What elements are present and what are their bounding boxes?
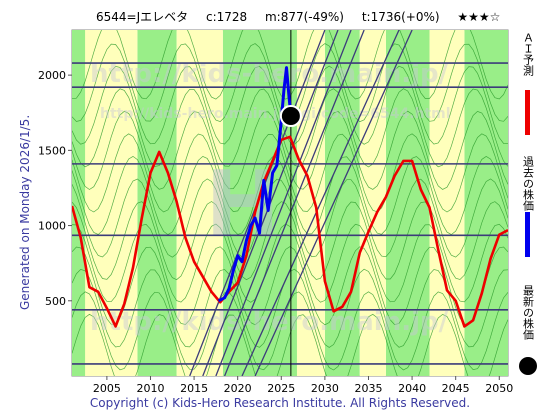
ticker-label: 6544=Jエレベタ	[96, 10, 189, 24]
legend-ai-label: ＡＩ予測	[522, 32, 535, 77]
current-price: c:1728	[205, 10, 248, 24]
x-tick-label: 2015	[180, 382, 208, 395]
x-tick-label: 2030	[311, 382, 339, 395]
x-tick-label: 2005	[93, 382, 121, 395]
chart-header: 6544=Jエレベタ c:1728 m:877(-49%) t:1736(+0%…	[96, 8, 514, 25]
legend-latest-label: 最新の株価	[522, 285, 535, 340]
x-tick-label: 2035	[354, 382, 382, 395]
band-guide-line	[72, 110, 508, 190]
x-tick-label: 2045	[442, 382, 470, 395]
trend-line	[241, 30, 400, 376]
green-band	[464, 30, 508, 376]
band-guide-line	[72, 313, 508, 376]
copyright: Copyright (c) Kids-Hero Research Institu…	[89, 396, 471, 410]
y-tick-label: 1000	[38, 220, 66, 233]
x-tick-label: 2040	[398, 382, 426, 395]
watermark-url: http://kids-hero.main.jp/	[90, 59, 449, 89]
trend-line	[254, 30, 413, 376]
trend-line	[215, 30, 352, 376]
band-guide-line	[72, 246, 508, 326]
x-tick-label: 2010	[136, 382, 164, 395]
y-tick-label: 500	[45, 295, 66, 308]
past-price-line	[217, 66, 293, 303]
band-guide-line	[72, 155, 508, 236]
legend-ai-swatch	[525, 90, 530, 135]
watermark-url-lower: http://kids-hero.main.jp/	[90, 307, 449, 337]
legend-past-label: 過去の株価	[522, 156, 535, 211]
x-tick-label: 2020	[224, 382, 252, 395]
legend-latest-marker	[519, 357, 537, 375]
band-guide-line	[72, 178, 508, 258]
latest-price-marker	[279, 105, 302, 128]
x-tick-label: 2025	[267, 382, 295, 395]
y-tick-label: 1500	[38, 144, 66, 157]
rating-stars: ★★★☆	[457, 10, 501, 24]
ai-forecast-line	[72, 135, 508, 328]
y-tick-label: 2000	[38, 69, 66, 82]
legend: ＡＩ予測 過去の株価 最新の株価	[514, 30, 542, 380]
band-guide-line	[72, 133, 508, 213]
x-tick-label: 2050	[485, 382, 513, 395]
min-price: m:877(-49%)	[264, 10, 344, 24]
band-guide-line	[72, 291, 508, 371]
trend-line	[223, 30, 365, 376]
watermark-url-small: http://kids-hero.main.jp/cgi/code=6544.h…	[100, 106, 451, 122]
target-price: t:1736(+0%)	[361, 10, 440, 24]
band-guide-line	[72, 65, 508, 145]
legend-past-swatch	[525, 212, 530, 257]
